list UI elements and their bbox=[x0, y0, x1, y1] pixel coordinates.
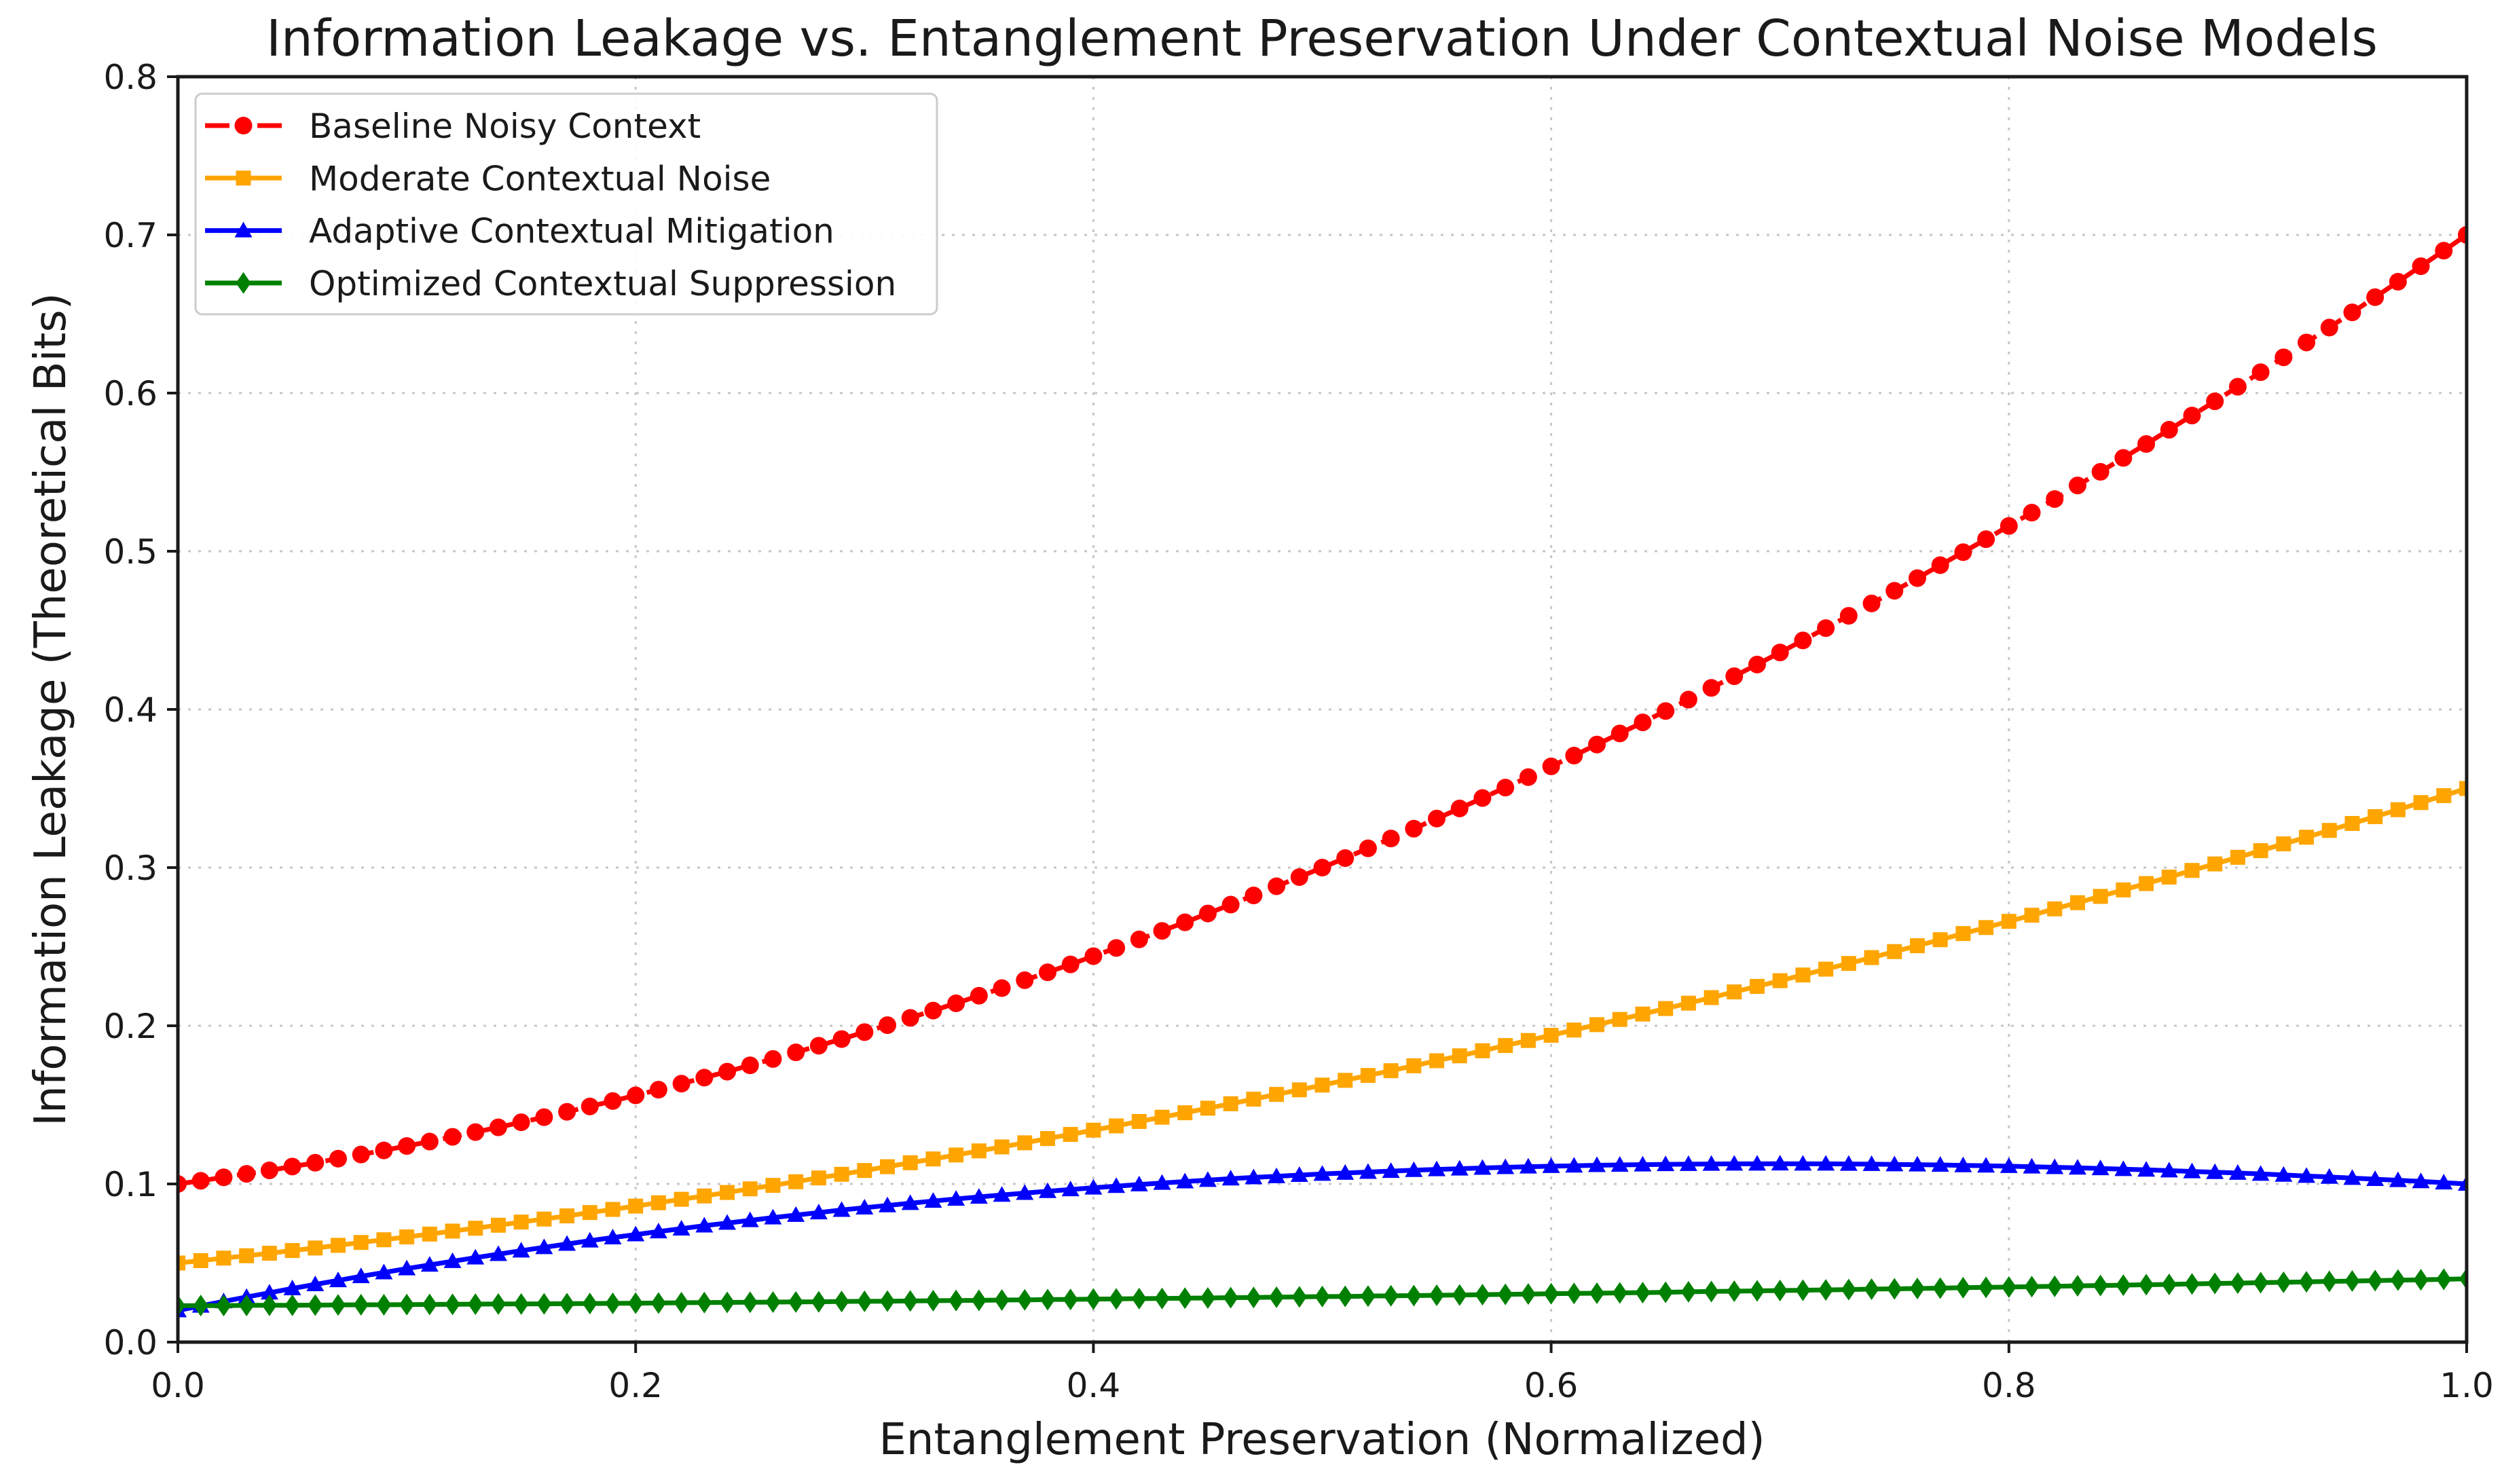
x-tick-label: 0.0 bbox=[151, 1366, 205, 1405]
x-tick-label: 0.4 bbox=[1067, 1366, 1121, 1405]
series-optimized-contextual-suppression bbox=[178, 1267, 2467, 1317]
y-tick-label: 0.4 bbox=[103, 690, 158, 730]
series-markers bbox=[178, 781, 2467, 1271]
legend-item-adaptive-contextual-mitigation: Adaptive Contextual Mitigation bbox=[205, 212, 834, 251]
data-series-layer bbox=[178, 226, 2467, 1318]
axes: 0.0 0.2 0.4 0.6 0.8 1.0 0.0 0.1 0.2 0.3 0.4 0.5 0.6 0… bbox=[103, 58, 2493, 1405]
series-markers bbox=[178, 1155, 2467, 1318]
legend-item-label: Optimized Contextual Suppression bbox=[309, 264, 896, 303]
y-tick-label: 0.2 bbox=[103, 1007, 158, 1046]
legend-item-baseline-noisy-context: Baseline Noisy Context bbox=[205, 107, 701, 146]
y-tick-label: 0.7 bbox=[103, 216, 158, 255]
y-tick-label: 0.8 bbox=[103, 58, 158, 97]
series-markers bbox=[178, 1267, 2467, 1317]
y-axis-label: Information Leakage (Theoretical Bits) bbox=[26, 293, 76, 1126]
y-tick-label: 0.0 bbox=[103, 1323, 158, 1362]
x-tick-label: 0.2 bbox=[608, 1366, 663, 1405]
legend-item-optimized-contextual-suppression: Optimized Contextual Suppression bbox=[205, 264, 896, 303]
gridlines bbox=[178, 77, 2467, 1342]
legend-item-label: Moderate Contextual Noise bbox=[309, 159, 771, 198]
x-axis-label: Entanglement Preservation (Normalized) bbox=[879, 1415, 1765, 1465]
legend-marker-square bbox=[236, 170, 251, 186]
series-adaptive-contextual-mitigation bbox=[178, 1155, 2467, 1318]
legend-box bbox=[194, 92, 938, 316]
y-tick-label: 0.6 bbox=[103, 374, 158, 413]
x-tick-label: 0.6 bbox=[1524, 1366, 1579, 1405]
legend: Baseline Noisy Context Moderate Contextua… bbox=[194, 92, 938, 316]
legend-item-moderate-contextual-noise: Moderate Contextual Noise bbox=[205, 159, 771, 198]
legend-item-label: Baseline Noisy Context bbox=[309, 107, 701, 146]
series-line bbox=[178, 233, 2467, 1187]
legend-item-label: Adaptive Contextual Mitigation bbox=[309, 212, 834, 251]
legend-marker-diamond bbox=[236, 272, 251, 294]
x-tick-label: 1.0 bbox=[2439, 1366, 2494, 1405]
chart-title: Information Leakage vs. Entanglement Pre… bbox=[266, 10, 2378, 68]
legend-marker-circle bbox=[234, 117, 253, 134]
series-markers bbox=[178, 226, 2467, 1193]
y-tick-label: 0.3 bbox=[103, 849, 158, 888]
y-tick-label: 0.1 bbox=[103, 1165, 158, 1204]
series-baseline-noisy-context bbox=[178, 226, 2467, 1193]
y-tick-label: 0.5 bbox=[103, 532, 158, 572]
legend-marker-triangle-up bbox=[234, 221, 253, 238]
series-moderate-contextual-noise bbox=[178, 781, 2467, 1271]
x-tick-label: 0.8 bbox=[1982, 1366, 2036, 1405]
